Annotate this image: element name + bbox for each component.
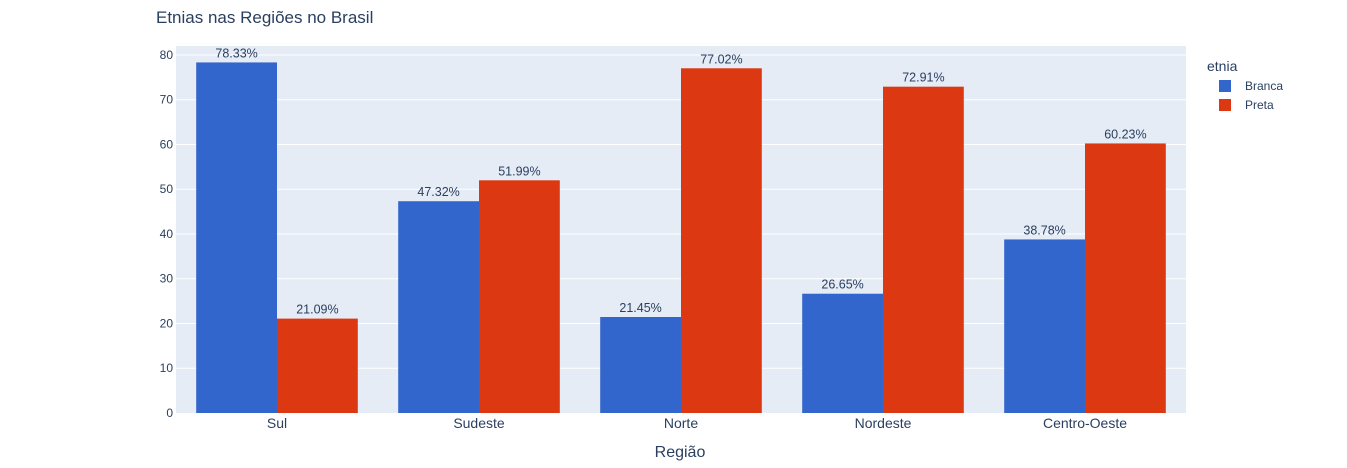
bar xyxy=(479,180,560,413)
x-tick-label: Sul xyxy=(267,415,287,431)
legend-item-label: Preta xyxy=(1245,98,1274,112)
bar-data-label: 47.32% xyxy=(417,185,459,199)
bar xyxy=(1004,239,1085,413)
bar xyxy=(600,316,681,413)
legend: etnia Branca Preta xyxy=(1207,58,1283,112)
bar-data-label: 60.23% xyxy=(1104,127,1146,141)
bar xyxy=(802,293,883,413)
bar-data-label: 77.02% xyxy=(700,52,742,66)
bars: 78.33% 21.09% 47.32% 51.99% 21.45% 77.02% 26.6… xyxy=(196,46,1166,414)
legend-swatch xyxy=(1219,80,1231,92)
y-tick-label: 70 xyxy=(160,93,174,107)
bar-data-label: 38.78% xyxy=(1023,223,1065,237)
x-tick-label: Nordeste xyxy=(855,415,912,431)
legend-item-label: Branca xyxy=(1245,79,1283,93)
y-tick-label: 30 xyxy=(160,272,174,286)
bar xyxy=(196,62,277,414)
bar xyxy=(398,201,479,413)
y-tick-label: 50 xyxy=(160,182,174,196)
bar xyxy=(277,318,358,413)
bar-data-label: 26.65% xyxy=(821,278,863,292)
y-axis-ticks: 0 10 20 30 40 50 60 70 80 xyxy=(160,48,174,420)
bar-data-label: 51.99% xyxy=(498,164,540,178)
x-tick-label: Centro-Oeste xyxy=(1043,415,1127,431)
bar-data-label: 21.45% xyxy=(619,301,661,315)
y-tick-label: 10 xyxy=(160,361,174,375)
x-axis-ticks: Sul Sudeste Norte Nordeste Centro-Oeste xyxy=(267,415,1127,431)
bar xyxy=(1085,143,1166,413)
bar-data-label: 72.91% xyxy=(902,71,944,85)
y-tick-label: 20 xyxy=(160,316,174,330)
bar xyxy=(681,68,762,413)
y-tick-label: 80 xyxy=(160,48,174,62)
bar xyxy=(883,86,964,414)
chart-title: Etnias nas Regiões no Brasil xyxy=(156,8,373,27)
x-axis-title: Região xyxy=(655,444,706,461)
x-tick-label: Norte xyxy=(664,415,698,431)
y-tick-label: 40 xyxy=(160,227,174,241)
y-tick-label: 60 xyxy=(160,137,174,151)
bar-data-label: 78.33% xyxy=(215,46,257,60)
legend-title: etnia xyxy=(1207,58,1238,74)
x-tick-label: Sudeste xyxy=(453,415,505,431)
y-tick-label: 0 xyxy=(166,406,173,420)
legend-swatch xyxy=(1219,99,1231,111)
bar-data-label: 21.09% xyxy=(296,303,338,317)
